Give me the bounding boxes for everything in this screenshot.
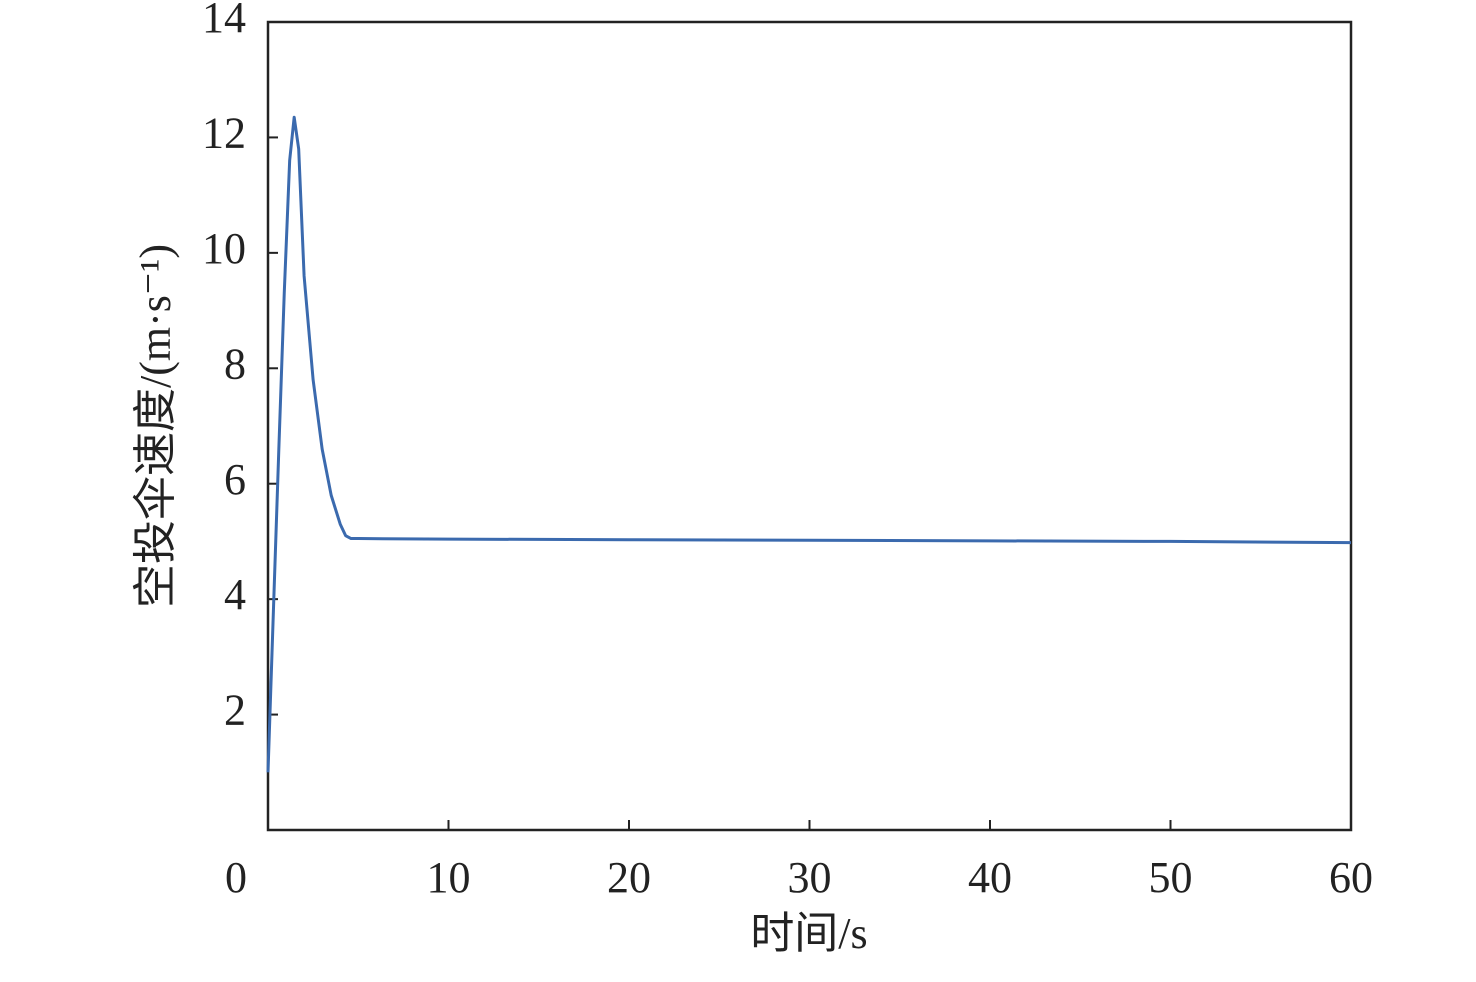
- y-tick-label: 2: [224, 686, 246, 735]
- x-axis-label: 时间/s: [750, 909, 867, 958]
- x-tick-label: 0: [225, 853, 247, 902]
- y-tick-label: 12: [202, 109, 246, 158]
- x-tick-label: 40: [968, 853, 1012, 902]
- y-tick-label: 4: [224, 570, 246, 619]
- y-tick-label: 6: [224, 455, 246, 504]
- x-tick-label: 50: [1149, 853, 1193, 902]
- x-tick-label: 60: [1329, 853, 1373, 902]
- y-axis-label: 空投伞速度/(m·s⁻¹): [131, 244, 180, 608]
- data-line: [266, 115, 1352, 773]
- x-tick-label: 20: [607, 853, 651, 902]
- y-tick-label: 14: [202, 0, 246, 42]
- x-tick-label: 10: [427, 853, 471, 902]
- y-tick-label: 10: [202, 224, 246, 273]
- plot-frame: [266, 20, 1353, 832]
- x-tick-label: 30: [788, 853, 832, 902]
- y-tick-label: 8: [224, 339, 246, 388]
